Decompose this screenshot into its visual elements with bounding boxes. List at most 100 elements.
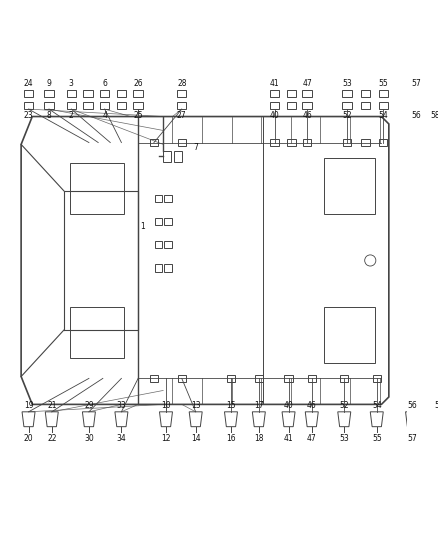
Bar bbox=[71, 307, 124, 358]
Bar bbox=[177, 90, 187, 97]
Text: 10: 10 bbox=[161, 401, 171, 410]
Bar bbox=[164, 218, 172, 225]
Text: 22: 22 bbox=[47, 434, 57, 443]
Polygon shape bbox=[305, 412, 318, 427]
Bar bbox=[67, 90, 76, 97]
Bar bbox=[431, 139, 438, 146]
Polygon shape bbox=[22, 412, 35, 427]
Bar bbox=[83, 102, 92, 109]
Bar bbox=[164, 264, 172, 272]
Polygon shape bbox=[406, 412, 419, 427]
Text: 1: 1 bbox=[140, 222, 145, 231]
Bar bbox=[150, 375, 158, 382]
Text: 40: 40 bbox=[284, 401, 293, 410]
Text: 28: 28 bbox=[177, 79, 187, 88]
Text: 2: 2 bbox=[69, 111, 74, 120]
Polygon shape bbox=[159, 412, 173, 427]
Text: 12: 12 bbox=[161, 434, 171, 443]
Polygon shape bbox=[370, 412, 383, 427]
Bar bbox=[83, 90, 92, 97]
Bar bbox=[100, 90, 110, 97]
Text: 17: 17 bbox=[254, 401, 264, 410]
Bar bbox=[435, 375, 438, 382]
Bar bbox=[174, 151, 182, 162]
Text: 56: 56 bbox=[407, 401, 417, 410]
Polygon shape bbox=[45, 412, 58, 427]
Text: 3: 3 bbox=[69, 79, 74, 88]
Bar bbox=[361, 139, 370, 146]
Bar bbox=[287, 139, 296, 146]
Text: 58: 58 bbox=[434, 401, 438, 410]
Text: 52: 52 bbox=[342, 111, 352, 120]
Bar bbox=[117, 102, 126, 109]
Polygon shape bbox=[252, 412, 265, 427]
Text: 46: 46 bbox=[302, 111, 312, 120]
Bar bbox=[287, 90, 296, 97]
Bar bbox=[177, 139, 186, 146]
Text: 14: 14 bbox=[191, 434, 201, 443]
Text: 20: 20 bbox=[24, 434, 33, 443]
Text: 46: 46 bbox=[307, 401, 317, 410]
Bar bbox=[408, 375, 416, 382]
Bar bbox=[343, 102, 352, 109]
Bar bbox=[284, 375, 293, 382]
Bar bbox=[71, 163, 124, 214]
Polygon shape bbox=[189, 412, 202, 427]
Text: 47: 47 bbox=[307, 434, 317, 443]
Polygon shape bbox=[338, 412, 351, 427]
Text: 58: 58 bbox=[431, 111, 438, 120]
Text: 19: 19 bbox=[24, 401, 33, 410]
Bar bbox=[412, 90, 421, 97]
Text: 57: 57 bbox=[412, 79, 421, 88]
Text: 25: 25 bbox=[133, 111, 143, 120]
Text: 7: 7 bbox=[193, 143, 198, 152]
Bar bbox=[343, 139, 351, 146]
Text: 53: 53 bbox=[342, 79, 352, 88]
Bar bbox=[431, 102, 438, 109]
Polygon shape bbox=[21, 117, 389, 405]
Bar bbox=[24, 102, 33, 109]
Bar bbox=[44, 102, 53, 109]
Bar bbox=[44, 90, 53, 97]
Bar bbox=[24, 90, 33, 97]
Bar bbox=[378, 90, 388, 97]
Bar bbox=[270, 102, 279, 109]
Polygon shape bbox=[115, 412, 128, 427]
Bar bbox=[413, 139, 421, 146]
Text: 15: 15 bbox=[226, 401, 236, 410]
Text: 52: 52 bbox=[339, 401, 349, 410]
Polygon shape bbox=[225, 412, 237, 427]
Bar bbox=[303, 90, 312, 97]
Bar bbox=[270, 139, 279, 146]
Text: 55: 55 bbox=[378, 79, 388, 88]
Bar bbox=[134, 90, 143, 97]
Text: 4: 4 bbox=[102, 111, 107, 120]
Text: 29: 29 bbox=[84, 401, 94, 410]
Polygon shape bbox=[82, 412, 95, 427]
Bar bbox=[254, 375, 263, 382]
Text: 8: 8 bbox=[46, 111, 51, 120]
Bar bbox=[155, 264, 162, 272]
Text: 56: 56 bbox=[412, 111, 421, 120]
Bar bbox=[164, 241, 172, 248]
Bar bbox=[340, 375, 349, 382]
Text: 30: 30 bbox=[84, 434, 94, 443]
Bar bbox=[155, 241, 162, 248]
Text: 21: 21 bbox=[47, 401, 57, 410]
Polygon shape bbox=[282, 412, 295, 427]
Text: 26: 26 bbox=[133, 79, 143, 88]
Bar bbox=[177, 102, 187, 109]
Text: 54: 54 bbox=[378, 111, 388, 120]
Text: 27: 27 bbox=[177, 111, 187, 120]
Bar bbox=[150, 139, 158, 146]
Bar bbox=[378, 102, 388, 109]
Text: 33: 33 bbox=[117, 401, 126, 410]
Text: 34: 34 bbox=[117, 434, 126, 443]
Bar bbox=[412, 102, 421, 109]
Bar bbox=[134, 102, 143, 109]
Text: 24: 24 bbox=[24, 79, 33, 88]
Bar bbox=[287, 102, 296, 109]
Bar bbox=[177, 375, 186, 382]
Text: 47: 47 bbox=[302, 79, 312, 88]
Bar bbox=[303, 139, 311, 146]
